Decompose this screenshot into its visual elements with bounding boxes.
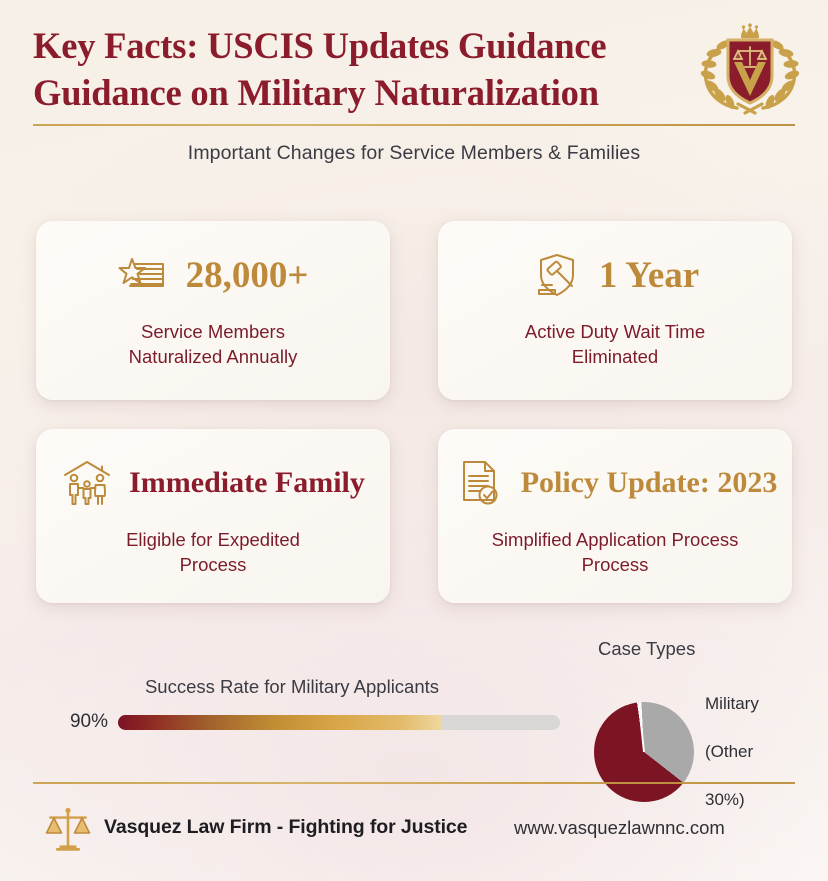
stat-card-wait-time: 1 Year Active Duty Wait Time Eliminated — [438, 221, 792, 400]
success-rate-value: 90% — [69, 711, 108, 732]
stat-value: 1 Year — [598, 254, 700, 296]
scales-of-justice-icon — [42, 804, 94, 856]
stat-description-line-2: Process — [581, 554, 649, 575]
stat-card-immediate-family: Immediate Family Eligible for Expedited … — [36, 429, 390, 603]
stat-card-service-members: 28,000+ Service Members Naturalized Annu… — [36, 221, 390, 400]
title-line-1: Key Facts: USCIS Updates Guidance — [33, 25, 607, 66]
law-firm-crest-icon — [693, 18, 807, 118]
success-rate-fill — [118, 714, 441, 730]
stat-card-head: Immediate Family — [56, 453, 370, 513]
footer-divider — [33, 782, 795, 784]
stat-card-head: Policy Update: 2023 — [458, 453, 777, 513]
family-house-icon — [61, 457, 113, 509]
stat-value: Policy Update: 2023 — [520, 466, 778, 499]
data-visuals: Success Rate for Military Applicants 90%… — [0, 632, 828, 809]
case-types-pie — [594, 702, 694, 802]
stat-description-line-1: Simplified Application Process — [491, 529, 739, 550]
stat-description-line-2: Naturalized Annually — [128, 346, 298, 367]
stat-card-head: 1 Year — [458, 245, 772, 305]
case-types-legend-line-1: Military — [705, 694, 759, 713]
pie-separator — [637, 702, 645, 753]
title-line-2: Guidance on Military Naturalization — [33, 72, 599, 113]
stat-card-policy-update: Policy Update: 2023 Simplified Applicati… — [438, 429, 792, 603]
shield-gavel-icon — [531, 249, 583, 301]
stat-description-line-1: Service Members — [141, 321, 285, 342]
stat-description: Simplified Application Process Process — [492, 527, 739, 577]
footer-firm-name: Vasquez Law Firm - Fighting for Justice — [104, 816, 468, 838]
case-types-legend-line-3: 30%) — [705, 790, 745, 809]
footer: Vasquez Law Firm - Fighting for Justice … — [0, 798, 828, 868]
flag-star-icon — [118, 249, 170, 301]
stat-value: 28,000+ — [185, 254, 309, 296]
stat-description-line-2: Process — [179, 554, 247, 575]
document-check-icon — [453, 457, 505, 509]
case-types-chart: Case Types Military (Other 30%) — [594, 638, 814, 836]
stat-cards: 28,000+ Service Members Naturalized Annu… — [36, 221, 792, 632]
stat-description-line-1: Eligible for Expedited — [126, 529, 300, 550]
stat-value: Immediate Family — [129, 466, 365, 499]
stat-card-head: 28,000+ — [56, 245, 370, 305]
footer-url[interactable]: www.vasquezlawnnc.com — [514, 817, 725, 838]
stat-description: Service Members Naturalized Annually — [129, 319, 298, 369]
stat-description: Eligible for Expedited Process — [126, 527, 300, 577]
case-types-title: Case Types — [598, 638, 696, 659]
case-types-row: Military (Other 30%) — [594, 668, 814, 836]
stat-description: Active Duty Wait Time Eliminated — [525, 319, 705, 369]
success-rate-track — [118, 714, 560, 730]
success-rate-chart: Success Rate for Military Applicants 90% — [60, 676, 560, 733]
case-types-legend-line-2: (Other — [705, 742, 754, 761]
stat-card-row-2: Immediate Family Eligible for Expedited … — [36, 429, 792, 603]
success-rate-title: Success Rate for Military Applicants — [144, 676, 440, 697]
stat-description-line-1: Active Duty Wait Time — [524, 321, 706, 342]
header: Key Facts: USCIS Updates Guidance Guidan… — [0, 0, 828, 180]
page-title: Key Facts: USCIS Updates Guidance Guidan… — [33, 22, 683, 116]
stat-card-row-1: 28,000+ Service Members Naturalized Annu… — [36, 221, 792, 400]
success-rate-row: 90% — [60, 711, 560, 733]
header-divider — [33, 124, 795, 126]
subtitle: Important Changes for Service Members & … — [187, 142, 641, 164]
case-types-legend: Military (Other 30%) — [705, 668, 759, 836]
stat-description-line-2: Eliminated — [571, 346, 659, 367]
